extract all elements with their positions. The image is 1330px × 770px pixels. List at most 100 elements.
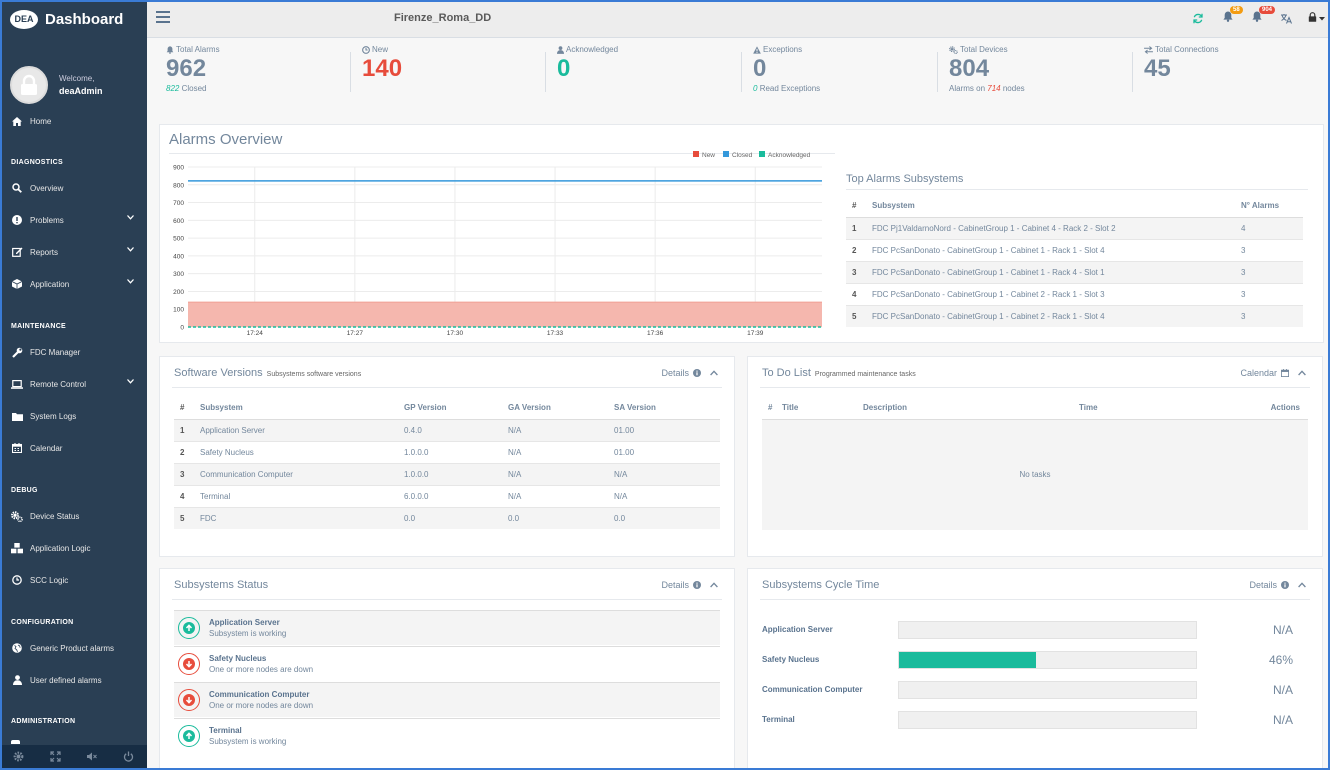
table-row[interactable]: 1 FDC Pj1ValdarnoNord - CabinetGroup 1 - …	[846, 216, 1303, 239]
cube-icon	[11, 278, 23, 290]
nav-fdc-manager-label: FDC Manager	[30, 347, 81, 357]
user-icon	[557, 45, 564, 54]
row-alarm-count: 3	[1241, 260, 1303, 283]
x-tick-label: 17:39	[747, 330, 764, 337]
row-subsystem: FDC PcSanDonato - CabinetGroup 1 - Cabin…	[872, 282, 1241, 305]
details-link[interactable]: Details	[661, 368, 718, 378]
table-row[interactable]: 3 Communication Computer 1.0.0.0 N/A N/A	[174, 462, 720, 485]
alarms-button[interactable]: 904	[1252, 6, 1276, 24]
cycle-value: N/A	[1272, 683, 1293, 697]
table-row[interactable]: 3 FDC PcSanDonato - CabinetGroup 1 - Cabi…	[846, 260, 1303, 283]
x-tick-label: 17:24	[247, 330, 264, 337]
alarms-chart: 900 800 700 600 500 400 300 200 100 0 17:24 17:27 17…	[173, 151, 822, 337]
row-sa: 0.0	[614, 506, 720, 529]
table-row[interactable]: 2 Safety Nucleus 1.0.0.0 N/A 01.00	[174, 440, 720, 463]
stat-value: 0	[753, 55, 767, 82]
stat-total-devices: Total Devices 804 Alarms on 714 nodes	[949, 45, 1025, 105]
table-row[interactable]: 5 FDC 0.0 0.0 0.0	[174, 506, 720, 529]
nav-remote-control[interactable]: Remote Control	[0, 374, 147, 394]
cycle-label: Application Server	[762, 625, 833, 634]
fullscreen-icon[interactable]	[50, 751, 61, 764]
software-versions-table: # Subsystem GP Version GA Version SA Ver…	[174, 397, 720, 529]
nav-overview[interactable]: Overview	[0, 178, 147, 198]
nav-home[interactable]: Home	[0, 111, 147, 131]
nav-generic-product-alarms[interactable]: Generic Product alarms	[0, 638, 147, 658]
stat-sub-suffix: nodes	[1002, 84, 1025, 93]
stat-sub-prefix: Alarms on	[949, 84, 986, 93]
nav-system-logs-label: System Logs	[30, 411, 77, 421]
panel-subtitle: Subsystems software versions	[266, 371, 362, 378]
sidebar-footer	[0, 745, 147, 770]
status-item[interactable]: Communication Computer One or more nodes …	[174, 682, 720, 717]
table-row[interactable]: 4 Terminal 6.0.0.0 N/A N/A	[174, 484, 720, 507]
chevron-up-icon[interactable]	[1298, 582, 1306, 588]
cycle-item: Application Server N/A	[762, 621, 1308, 641]
brand[interactable]: DEA Dashboard	[0, 0, 147, 38]
legend-swatch	[723, 151, 729, 157]
status-item[interactable]: Safety Nucleus One or more nodes are down	[174, 646, 720, 681]
user-icon	[11, 674, 23, 686]
calendar-link[interactable]: Calendar	[1240, 368, 1306, 378]
avatar[interactable]	[10, 65, 48, 104]
nav-system-logs[interactable]: System Logs	[0, 406, 147, 426]
details-link[interactable]: Details	[661, 580, 718, 590]
table-row[interactable]: 2 FDC PcSanDonato - CabinetGroup 1 - Cabi…	[846, 238, 1303, 261]
col-header-idx: #	[846, 195, 872, 218]
nav-problems[interactable]: Problems	[0, 210, 147, 230]
top-alarms-title: Top Alarms Subsystems	[846, 173, 964, 185]
section-diagnostics: DIAGNOSTICS	[11, 159, 63, 166]
refresh-icon[interactable]	[1193, 13, 1203, 26]
cycle-progress-fill	[899, 652, 1036, 668]
dea-logo: DEA	[10, 9, 38, 29]
stat-divider	[350, 52, 351, 92]
row-gp: 0.4.0	[404, 418, 508, 441]
x-tick-label: 17:30	[447, 330, 464, 337]
table-row[interactable]: 1 Application Server 0.4.0 N/A 01.00	[174, 418, 720, 441]
nav-generic-product-alarms-label: Generic Product alarms	[30, 643, 115, 653]
stat-sub-text: Closed	[181, 84, 207, 93]
cycle-value: N/A	[1272, 623, 1293, 637]
nav-fdc-manager[interactable]: FDC Manager	[0, 342, 147, 362]
stat-acknowledged: Acknowledged 0	[557, 45, 618, 105]
nav-calendar[interactable]: Calendar	[0, 438, 147, 458]
arrow-down-circle-icon	[178, 653, 200, 675]
chevron-up-icon[interactable]	[1298, 370, 1306, 376]
exchange-icon	[1144, 45, 1153, 54]
nav-remote-control-label: Remote Control	[30, 379, 87, 389]
row-ga: N/A	[508, 462, 614, 485]
nav-device-status[interactable]: Device Status	[0, 506, 147, 526]
menu-toggle-icon[interactable]	[156, 11, 170, 25]
stat-sub-text: Read Exceptions	[759, 84, 821, 93]
status-description: One or more nodes are down	[209, 665, 314, 674]
chevron-up-icon[interactable]	[710, 582, 718, 588]
row-subsystem: Communication Computer	[200, 462, 404, 485]
notifications-button[interactable]: 58	[1223, 6, 1243, 24]
page-name: Firenze_Roma_DD	[394, 12, 492, 24]
table-row[interactable]: 5 FDC PcSanDonato - CabinetGroup 1 - Cabi…	[846, 304, 1303, 327]
info-circle-icon	[693, 369, 701, 377]
row-idx: 5	[174, 506, 200, 529]
user-menu[interactable]	[1308, 12, 1325, 24]
stat-sub-value: 822	[166, 84, 180, 93]
power-icon[interactable]	[123, 751, 134, 764]
row-ga: N/A	[508, 440, 614, 463]
translate-icon[interactable]	[1280, 13, 1292, 26]
row-alarm-count: 4	[1241, 216, 1303, 239]
series-area-new	[188, 302, 822, 327]
details-link[interactable]: Details	[1249, 580, 1306, 590]
brand-title: Dashboard	[45, 10, 124, 28]
nav-user-defined-alarms[interactable]: User defined alarms	[0, 670, 147, 690]
nav-reports[interactable]: Reports	[0, 242, 147, 262]
software-versions-title: Software Versions Subsystems software ver…	[174, 367, 361, 379]
chevron-up-icon[interactable]	[710, 370, 718, 376]
mute-icon[interactable]	[86, 751, 98, 764]
status-item[interactable]: Terminal Subsystem is working	[174, 718, 720, 753]
nav-application-logic[interactable]: Application Logic	[0, 538, 147, 558]
nav-home-label: Home	[30, 116, 52, 126]
settings-icon[interactable]	[13, 751, 24, 764]
status-item[interactable]: Application Server Subsystem is working	[174, 610, 720, 645]
nav-scc-logic[interactable]: SCC Logic	[0, 570, 147, 590]
nav-application[interactable]: Application	[0, 274, 147, 294]
table-row[interactable]: 4 FDC PcSanDonato - CabinetGroup 1 - Cabi…	[846, 282, 1303, 305]
col-header-idx: #	[174, 397, 200, 420]
